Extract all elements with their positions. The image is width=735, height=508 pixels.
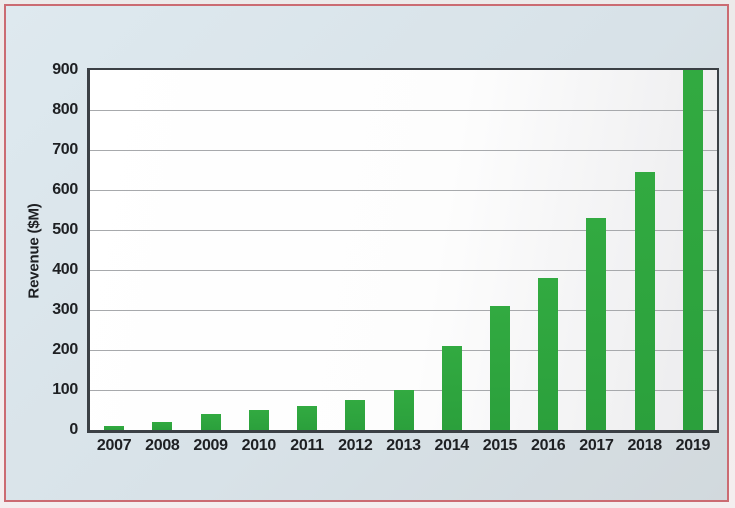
plot-area <box>87 68 719 433</box>
x-tick-label-2017: 2017 <box>579 437 614 454</box>
bar-2012 <box>345 400 366 430</box>
gridline-500 <box>90 230 717 231</box>
bar-2014 <box>441 346 462 430</box>
bar-2013 <box>393 390 414 430</box>
y-axis-tick-labels: 0 100 200 300 400 500 600 700 800 900 <box>6 61 78 438</box>
y-tick-label-100: 100 <box>52 381 78 398</box>
x-tick-label-2009: 2009 <box>193 437 228 454</box>
bar-2011 <box>297 406 318 430</box>
gridline-700 <box>90 150 717 151</box>
y-tick-label-500: 500 <box>52 221 78 238</box>
bar-2009 <box>200 414 221 430</box>
bar-2018 <box>634 172 655 430</box>
gridline-300 <box>90 310 717 311</box>
chart-panel: Revenue ($M) 0 100 200 300 400 500 600 700 800 90… <box>4 4 729 502</box>
x-tick-label-2007: 2007 <box>96 437 132 454</box>
y-tick-label-300: 300 <box>52 301 78 318</box>
x-tick-label-2015: 2015 <box>482 437 518 454</box>
x-tick-label-2019: 2019 <box>675 437 711 454</box>
y-tick-label-400: 400 <box>52 261 78 278</box>
x-tick-label-2008: 2008 <box>145 437 180 454</box>
x-tick-label-2010: 2010 <box>241 437 277 454</box>
x-tick-label-2018: 2018 <box>627 437 662 454</box>
bar-2017 <box>586 218 607 430</box>
y-tick-label-0: 0 <box>69 421 78 438</box>
x-tick-label-2014: 2014 <box>434 437 470 454</box>
x-tick-label-2011: 2011 <box>290 437 324 454</box>
x-tick-label-2016: 2016 <box>530 437 566 454</box>
x-tick-label-2012: 2012 <box>338 437 373 454</box>
bar-2010 <box>248 410 269 430</box>
y-tick-label-200: 200 <box>52 341 78 358</box>
y-tick-label-900: 900 <box>52 61 78 78</box>
gridline-400 <box>90 270 717 271</box>
x-tick-label-2013: 2013 <box>386 437 421 454</box>
gridline-600 <box>90 190 717 191</box>
gridline-800 <box>90 110 717 111</box>
bar-2019 <box>682 70 703 430</box>
x-axis-tick-labels: 2007 2008 2009 2010 2011 2012 2013 2014 2015 2016… <box>87 437 719 459</box>
bar-2015 <box>489 306 510 430</box>
bar-2007 <box>104 426 125 430</box>
bar-2008 <box>152 422 173 430</box>
y-tick-label-600: 600 <box>52 181 78 198</box>
y-tick-label-800: 800 <box>52 101 78 118</box>
bar-2016 <box>538 278 559 430</box>
gridline-200 <box>90 350 717 351</box>
y-tick-label-700: 700 <box>52 141 78 158</box>
